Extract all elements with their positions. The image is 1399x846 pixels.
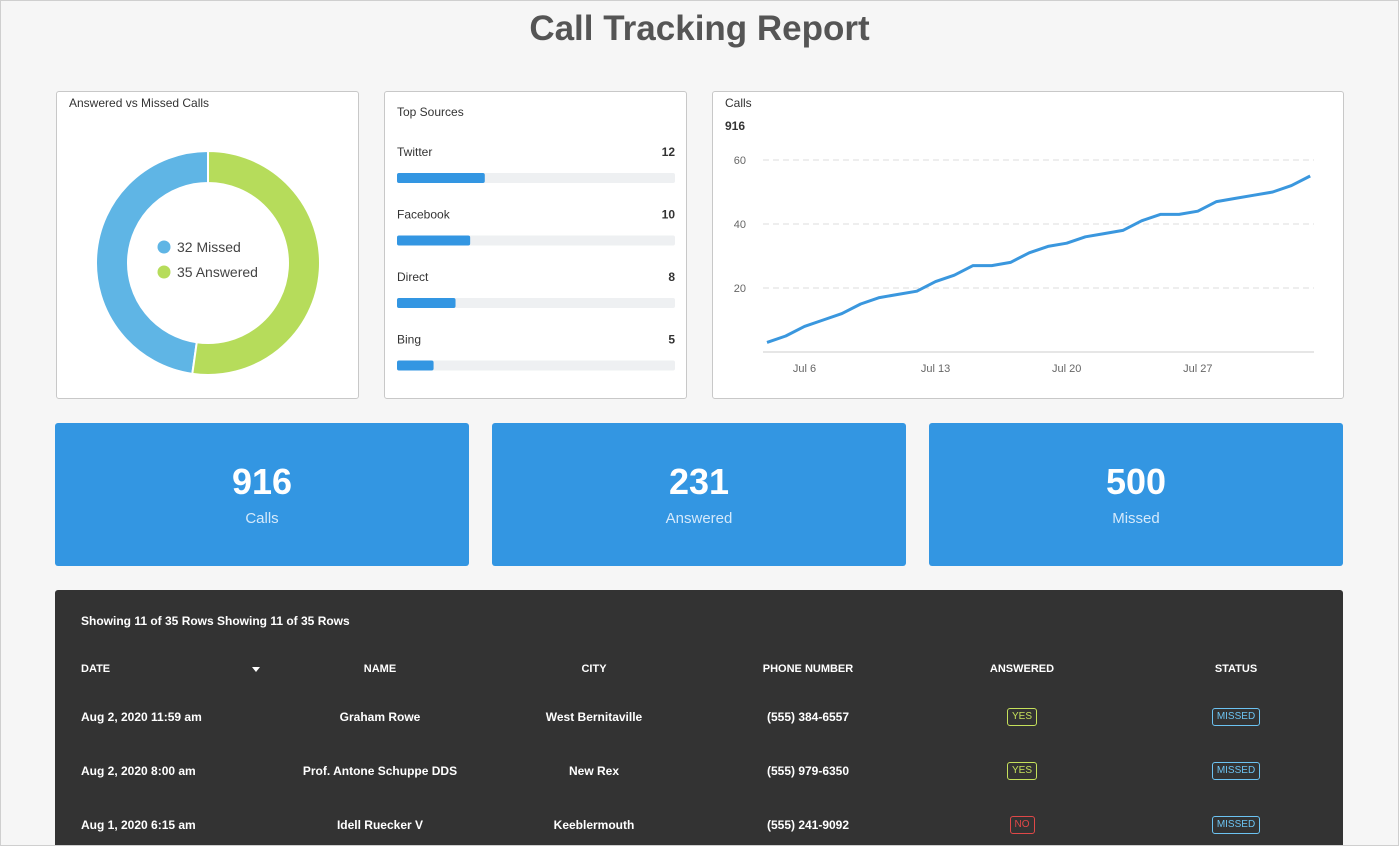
chart-panel: Answered vs Missed Calls 32 Missed 35 Answ… bbox=[56, 91, 359, 399]
page-title: Call Tracking Report bbox=[529, 9, 870, 48]
table-cell: Graham Rowe bbox=[339, 710, 421, 724]
table-cell: Prof. Antone Schuppe DDS bbox=[302, 764, 458, 778]
kpi-value: 500 bbox=[1105, 461, 1167, 502]
status-badge: MISSED bbox=[1211, 816, 1261, 834]
chart-title: Top Sources bbox=[397, 105, 464, 119]
kpi-card: 231 Answered bbox=[492, 423, 906, 566]
bar bbox=[397, 298, 456, 308]
source-label: Bing bbox=[397, 333, 421, 347]
chart-svg: Answered vs Missed Calls 32 Missed 35 Answ… bbox=[69, 96, 321, 376]
legend-label: 32 Missed bbox=[177, 239, 241, 255]
kpi-card: 916 Calls bbox=[55, 423, 469, 566]
kpi-label: Calls bbox=[245, 510, 279, 527]
table-cell: West Bernitaville bbox=[545, 710, 643, 724]
column-header: CITY bbox=[581, 663, 607, 675]
badge-cell: YES bbox=[872, 762, 1172, 780]
kpi-value: 916 bbox=[231, 461, 293, 502]
badge-cell: MISSED bbox=[1086, 708, 1386, 726]
table-cell: Aug 1, 2020 6:15 am bbox=[81, 818, 196, 832]
table-cell: Idell Ruecker V bbox=[336, 818, 424, 832]
status-badge: MISSED bbox=[1211, 708, 1261, 726]
bar-track bbox=[397, 298, 675, 308]
badge-cell: NO bbox=[872, 816, 1172, 834]
table-cell: New Rex bbox=[568, 764, 620, 778]
badge-cell: YES bbox=[872, 708, 1172, 726]
table-caption: Showing 11 of 35 Rows bbox=[81, 614, 214, 628]
table-cell: (555) 384-6557 bbox=[766, 710, 850, 724]
column-header: NAME bbox=[363, 663, 397, 675]
source-label: Twitter bbox=[397, 145, 432, 159]
bar-track bbox=[397, 360, 675, 371]
sort-arrow bbox=[252, 667, 260, 672]
y-tick-label: 60 bbox=[734, 155, 746, 167]
table-cell: (555) 979-6350 bbox=[766, 764, 850, 778]
legend-label: 35 Answered bbox=[177, 264, 258, 280]
source-label: Direct bbox=[397, 270, 429, 284]
data-table: Showing 11 of 35 Rows Showing 11 of 35 Ro… bbox=[55, 590, 1343, 845]
y-tick-label: 20 bbox=[734, 283, 746, 295]
source-value: 12 bbox=[662, 145, 676, 159]
column-header: ANSWERED bbox=[989, 663, 1055, 675]
kpi-card: 500 Missed bbox=[929, 423, 1343, 566]
legend-dot bbox=[157, 265, 171, 279]
chart-title: Answered vs Missed Calls bbox=[69, 96, 209, 110]
kpi-label: Missed bbox=[1112, 510, 1160, 527]
x-tick-label: Jul 6 bbox=[793, 363, 816, 375]
donut-segment bbox=[191, 149, 321, 376]
badge-cell: MISSED bbox=[1086, 762, 1386, 780]
status-badge: MISSED bbox=[1211, 762, 1261, 780]
chart-panel: Top Sources Twitter 12 Facebook 10 Direct 8 Bin… bbox=[384, 91, 687, 399]
x-tick-label: Jul 13 bbox=[921, 363, 950, 375]
table-cell: Keeblermouth bbox=[553, 818, 635, 832]
source-value: 8 bbox=[668, 270, 675, 284]
status-badge: YES bbox=[1006, 762, 1037, 780]
table-cell: Aug 2, 2020 11:59 am bbox=[81, 710, 202, 724]
source-value: 5 bbox=[668, 333, 675, 347]
legend-dot bbox=[157, 240, 171, 254]
bar bbox=[397, 173, 485, 183]
kpi-value: 231 bbox=[668, 461, 730, 502]
line-series bbox=[766, 174, 1311, 344]
column-header: STATUS bbox=[1214, 663, 1258, 675]
donut-segment bbox=[95, 149, 209, 376]
badge-cell: MISSED bbox=[1086, 816, 1386, 834]
chart-svg: Calls 916 20 40 60 Jul 6 Jul 13 Jul 20 Jul 27 bbox=[725, 96, 1314, 375]
chart-panel: Calls 916 20 40 60 Jul 6 Jul 13 Jul 20 Jul 27 bbox=[712, 91, 1344, 399]
source-value: 10 bbox=[662, 208, 676, 222]
y-tick-label: 40 bbox=[734, 219, 746, 231]
chart-subtitle: 916 bbox=[725, 119, 745, 133]
table-cell: Aug 2, 2020 8:00 am bbox=[81, 764, 196, 778]
source-label: Facebook bbox=[397, 208, 451, 222]
x-tick-label: Jul 20 bbox=[1052, 363, 1081, 375]
column-header: DATE bbox=[81, 663, 111, 675]
table-cell: (555) 241-9092 bbox=[766, 818, 850, 832]
status-badge: YES bbox=[1006, 708, 1037, 726]
chart-title: Calls bbox=[725, 96, 752, 110]
kpi-label: Answered bbox=[665, 510, 733, 527]
x-tick-label: Jul 27 bbox=[1183, 363, 1212, 375]
column-header: PHONE NUMBER bbox=[762, 663, 854, 675]
bar bbox=[397, 235, 471, 246]
chart-svg: Top Sources Twitter 12 Facebook 10 Direct 8 Bin… bbox=[397, 105, 676, 371]
bar bbox=[397, 360, 434, 371]
table-caption: Showing 11 of 35 Rows bbox=[217, 614, 350, 628]
status-badge: NO bbox=[1009, 816, 1035, 834]
